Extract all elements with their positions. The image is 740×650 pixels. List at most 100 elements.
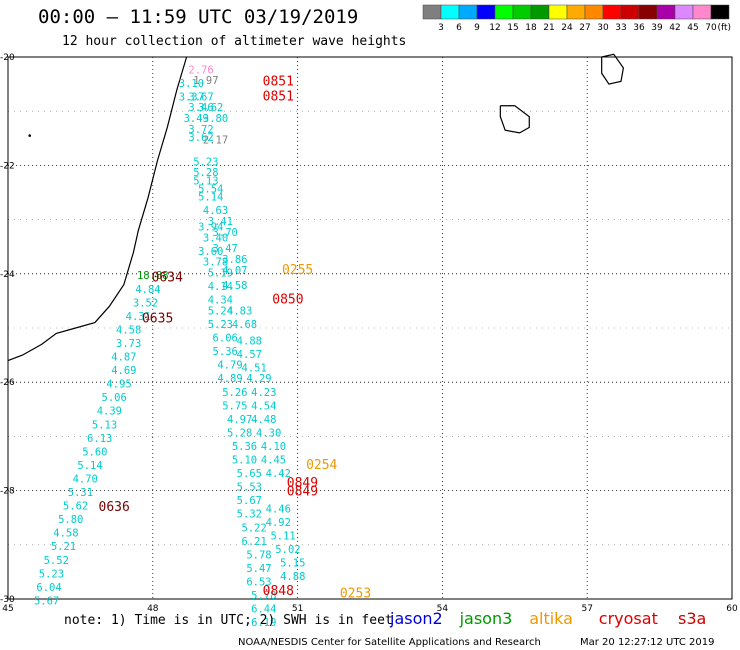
swh-value: 4.58 — [222, 280, 247, 292]
pass-time-label: 0851 — [263, 89, 294, 104]
pass-time-label: 0253 — [340, 586, 371, 601]
lon-tick-label: 60 — [726, 604, 738, 614]
legend-item-s3a: s3a — [678, 609, 706, 628]
color-swatch — [674, 4, 694, 20]
color-swatch — [494, 4, 514, 20]
color-scale-label: 36 — [633, 23, 645, 33]
lat-tick-label: -30 — [0, 595, 15, 605]
reunion-coast — [499, 105, 530, 134]
swh-value: 4.87 — [111, 352, 136, 364]
swh-value: 6.04 — [36, 582, 61, 594]
color-swatch — [422, 4, 442, 20]
pass-time-label: 0848 — [263, 584, 294, 599]
swh-value: 5.80 — [58, 514, 83, 526]
lat-tick-label: -28 — [0, 487, 15, 497]
swh-value: 5.32 — [237, 509, 262, 521]
swh-value: 4.58 — [116, 324, 141, 336]
swh-value: 4.29 — [246, 373, 271, 385]
lon-tick-label: 51 — [292, 604, 303, 614]
swh-value: 4.88 — [237, 335, 262, 347]
lon-tick-label: 57 — [581, 604, 592, 614]
lat-tick-label: -20 — [0, 53, 15, 63]
swh-value: 6.53 — [246, 576, 271, 588]
swh-value: 4.83 — [227, 305, 252, 317]
color-swatch — [512, 4, 532, 20]
legend-item-cryosat: cryosat — [599, 609, 658, 628]
swh-value: 4.51 — [242, 362, 267, 374]
color-swatch — [548, 4, 568, 20]
color-swatch — [584, 4, 604, 20]
page-subtitle: 12 hour collection of altimeter wave hei… — [62, 34, 407, 49]
pass-time-label: 0636 — [99, 500, 130, 515]
swh-value: 4.34 — [208, 295, 233, 307]
swh-value: 2.76 — [188, 64, 213, 76]
swh-value: 4.89 — [217, 373, 242, 385]
page-title: 00:00 – 11:59 UTC 03/19/2019 — [38, 6, 359, 28]
swh-value: 4.88 — [280, 571, 305, 583]
color-scale-label: 30 — [597, 23, 609, 33]
color-scale-unit: (ft) — [717, 23, 731, 33]
color-swatch — [692, 4, 712, 20]
swh-value: 3.40 — [203, 232, 228, 244]
swh-value: 3.73 — [116, 338, 141, 350]
swh-value: 6.13 — [87, 433, 112, 445]
swh-value: 5.67 — [237, 495, 262, 507]
swh-value: 5.24 — [208, 305, 233, 317]
swh-value: 4.95 — [106, 379, 131, 391]
swh-value: 5.52 — [44, 555, 69, 567]
swh-value: 5.53 — [237, 482, 262, 494]
swh-value: 5.36 — [232, 441, 257, 453]
swh-value: 4.68 — [232, 319, 257, 331]
swh-value: 4.14 — [208, 281, 233, 293]
swh-value: 5.22 — [242, 522, 267, 534]
color-scale-label: 70 — [705, 23, 717, 33]
swh-value: 4.54 — [251, 400, 276, 412]
swh-value: 1.97 — [193, 75, 218, 87]
color-scale-label: 39 — [651, 23, 663, 33]
pass-time-label: 0849 — [287, 476, 318, 491]
swh-value: 4.45 — [261, 455, 286, 467]
swh-value: 5.11 — [270, 530, 295, 542]
pass-time-label: 0850 — [272, 293, 303, 308]
color-swatch — [620, 4, 640, 20]
pass-time-label: 0634 — [152, 270, 183, 285]
pass-time-label: 0255 — [282, 263, 313, 278]
swh-value: 5.23 — [208, 319, 233, 331]
swh-value: 5.36 — [213, 346, 238, 358]
color-swatch — [476, 4, 496, 20]
color-scale-label: 33 — [615, 23, 626, 33]
swh-value: 3.72 — [188, 124, 213, 136]
graticule — [8, 57, 732, 599]
credit-text: NOAA/NESDIS Center for Satellite Applica… — [238, 637, 541, 648]
swh-value: 3.49 — [184, 113, 209, 125]
swh-value: 4.58 — [53, 528, 78, 540]
color-scale-label: 18 — [525, 23, 537, 33]
swh-value: 2.17 — [203, 135, 228, 147]
satellite-legend: jason2 jason3 altika cryosat s3a — [389, 609, 706, 628]
swh-value: 5.75 — [222, 400, 247, 412]
swh-value: 4.92 — [266, 517, 291, 529]
legend-item-jason2: jason2 — [389, 609, 443, 628]
swh-value: 5.31 — [68, 487, 93, 499]
color-swatch — [710, 4, 730, 20]
color-swatch — [566, 4, 586, 20]
lon-tick-label: 54 — [437, 604, 449, 614]
swh-value: 5.14 — [198, 192, 223, 204]
swh-value: 4.70 — [73, 473, 98, 485]
generated-timestamp: Mar 20 12:27:12 UTC 2019 — [580, 637, 715, 648]
swh-value: 4.69 — [111, 365, 136, 377]
swh-value: 5.23 — [39, 568, 64, 580]
swh-value: 3.62 — [188, 132, 213, 144]
swh-value: 3.80 — [203, 113, 228, 125]
color-swatch — [530, 4, 550, 20]
color-scale-label: 6 — [456, 23, 462, 33]
swh-value: 5.19 — [208, 268, 233, 280]
swh-value: 5.14 — [77, 460, 102, 472]
swh-value: 18.88 — [137, 270, 169, 282]
color-scale-label: 12 — [489, 23, 500, 33]
swh-value: 4.79 — [217, 360, 242, 372]
swh-value: 5.65 — [237, 468, 262, 480]
swh-value: 6.19 — [251, 617, 276, 629]
color-scale-label: 24 — [561, 23, 573, 33]
